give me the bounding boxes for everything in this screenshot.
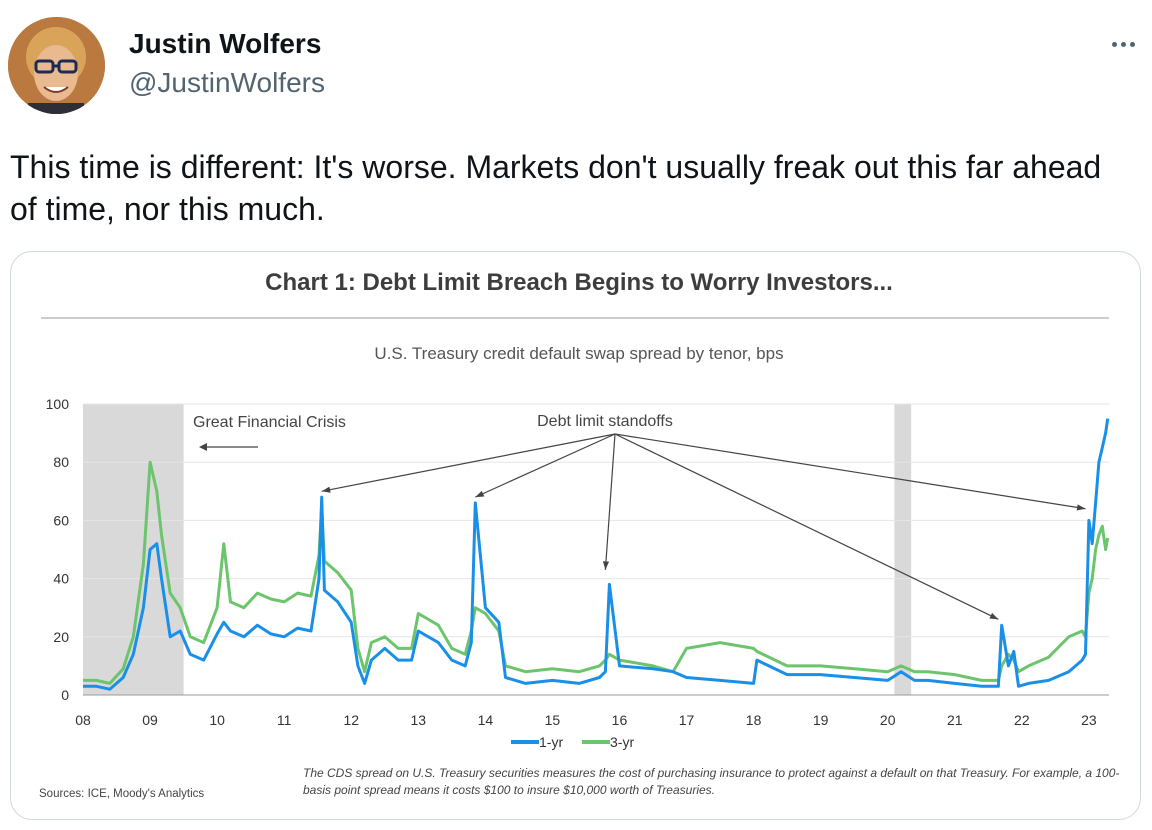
legend-label: 1-yr bbox=[539, 734, 563, 750]
recession-shade bbox=[83, 404, 184, 695]
recession-shade bbox=[894, 404, 912, 695]
annotation-arrowhead bbox=[989, 612, 999, 620]
chart-sources: Sources: ICE, Moody's Analytics bbox=[39, 788, 205, 800]
annotation-arrow bbox=[604, 433, 616, 570]
legend-label: 3-yr bbox=[610, 734, 634, 750]
chart-subtitle: U.S. Treasury credit default swap spread… bbox=[374, 344, 784, 363]
author-name[interactable]: Justin Wolfers bbox=[129, 28, 322, 59]
annotation-arrowhead bbox=[475, 490, 485, 498]
annotation-arrowhead bbox=[321, 486, 331, 493]
annotation-arrow bbox=[321, 433, 616, 492]
tweet-text: This time is different: It's worse. Mark… bbox=[10, 149, 1102, 227]
series-line-1-yr bbox=[83, 418, 1110, 691]
series-line-3-yr bbox=[83, 460, 1110, 685]
chart-title: Chart 1: Debt Limit Breach Begins to Wor… bbox=[265, 269, 893, 296]
x-tick-label: 09 bbox=[142, 712, 158, 728]
more-horizontal-icon bbox=[1129, 41, 1135, 47]
avatar[interactable] bbox=[8, 17, 105, 114]
chart-footnote: The CDS spread on U.S. Treasury securiti… bbox=[303, 766, 1120, 797]
x-tick-label: 08 bbox=[75, 712, 91, 728]
y-tick-label: 100 bbox=[46, 396, 70, 412]
more-horizontal-icon bbox=[1111, 41, 1117, 47]
y-tick-label: 60 bbox=[53, 512, 69, 528]
cds-line-chart: 0 20 40 60 80 100 08 09 10 11 12 13 14 15 16 17 18 19 20 21… bbox=[46, 396, 1110, 750]
annotation-gfc: Great Financial Crisis bbox=[193, 414, 346, 431]
annotation-arrowhead bbox=[602, 561, 610, 570]
annotation-debt-limit: Debt limit standoffs bbox=[537, 413, 673, 430]
annotation-arrow bbox=[614, 433, 1086, 510]
x-tick-label: 20 bbox=[880, 712, 896, 728]
x-tick-label: 12 bbox=[343, 712, 359, 728]
x-tick-label: 13 bbox=[411, 712, 427, 728]
avatar-image bbox=[8, 17, 105, 114]
x-tick-label: 21 bbox=[947, 712, 963, 728]
x-tick-label: 19 bbox=[813, 712, 829, 728]
x-tick-label: 14 bbox=[478, 712, 494, 728]
y-tick-label: 20 bbox=[53, 629, 69, 645]
more-horizontal-icon bbox=[1120, 41, 1126, 47]
y-tick-label: 40 bbox=[53, 571, 69, 587]
annotation-arrow bbox=[614, 433, 999, 620]
more-options-button[interactable] bbox=[1106, 34, 1140, 54]
x-tick-label: 18 bbox=[746, 712, 762, 728]
title-divider bbox=[41, 317, 1109, 319]
author-handle[interactable]: @JustinWolfers bbox=[129, 67, 325, 98]
y-tick-label: 0 bbox=[61, 687, 69, 703]
tweet-media-card[interactable]: Chart 1: Debt Limit Breach Begins to Wor… bbox=[10, 251, 1141, 820]
x-tick-label: 23 bbox=[1081, 712, 1097, 728]
x-tick-label: 17 bbox=[679, 712, 695, 728]
x-tick-label: 10 bbox=[209, 712, 225, 728]
y-tick-label: 80 bbox=[53, 454, 69, 470]
x-tick-label: 15 bbox=[545, 712, 561, 728]
x-tick-label: 11 bbox=[277, 712, 292, 728]
annotation-arrowhead bbox=[199, 443, 207, 451]
annotation-arrowhead bbox=[1076, 504, 1086, 511]
x-tick-label: 16 bbox=[612, 712, 628, 728]
x-tick-label: 22 bbox=[1014, 712, 1030, 728]
annotation-arrow bbox=[475, 433, 616, 498]
